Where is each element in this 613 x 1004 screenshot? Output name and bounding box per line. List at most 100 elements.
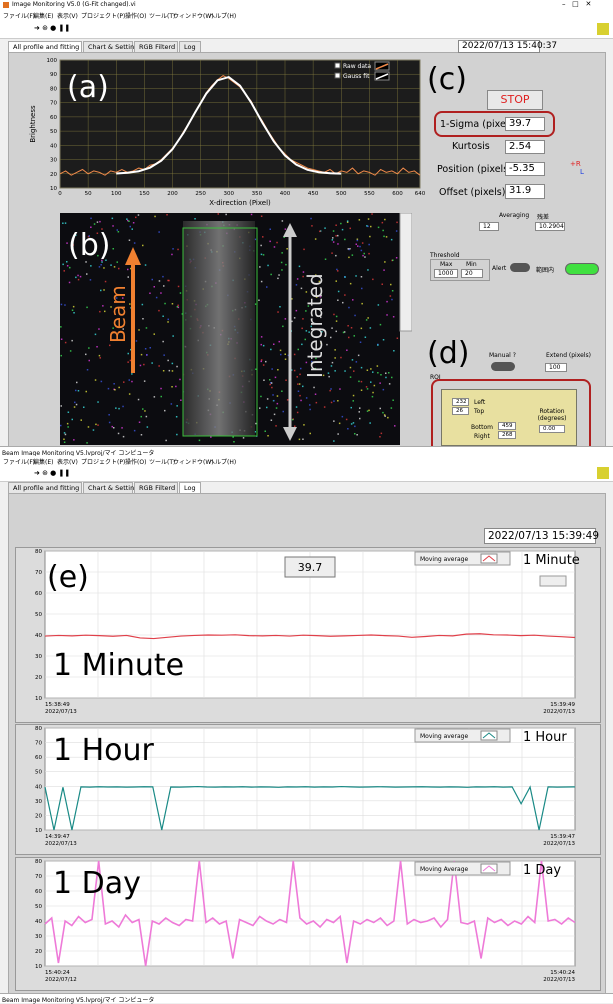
- toolbar-icons[interactable]: ➜ ⊛ ● ❚❚: [34, 469, 70, 477]
- noise-pixel: [383, 389, 385, 391]
- noise-pixel: [154, 216, 156, 218]
- right-value[interactable]: 268: [498, 431, 516, 439]
- menu-item[interactable]: ヘルプ(H): [209, 457, 236, 466]
- noise-pixel: [350, 367, 352, 369]
- menu-item[interactable]: 操作(O): [125, 11, 146, 20]
- tab[interactable]: All profile and fitting: [8, 41, 82, 52]
- noise-pixel: [336, 331, 338, 333]
- averaging-value[interactable]: 12: [479, 222, 499, 231]
- menu-item[interactable]: 表示(V): [57, 457, 78, 466]
- noise-pixel: [176, 434, 178, 436]
- noise-pixel: [263, 380, 265, 382]
- left-label: Left: [474, 399, 485, 406]
- menu-item[interactable]: 表示(V): [57, 11, 78, 20]
- menu-item[interactable]: プロジェクト(P): [81, 457, 125, 466]
- noise-pixel: [97, 424, 99, 426]
- graph-tools[interactable]: [540, 576, 566, 586]
- vi-icon: [597, 23, 609, 35]
- rotation-value[interactable]: 0.00: [539, 425, 565, 433]
- noise-pixel: [390, 284, 392, 286]
- menu-item[interactable]: ウィンドウ(W): [173, 11, 214, 20]
- menu-item[interactable]: 編集(E): [33, 11, 53, 20]
- top-value[interactable]: 26: [452, 407, 469, 415]
- menu-item[interactable]: 操作(O): [125, 457, 146, 466]
- taskbar-label[interactable]: Beam Image Monitoring V5.lvproj/マイ コンピュー…: [2, 995, 154, 1004]
- noise-pixel: [336, 269, 338, 271]
- menu-item[interactable]: プロジェクト(P): [81, 11, 125, 20]
- noise-pixel: [296, 310, 298, 312]
- min-value[interactable]: 20: [461, 269, 483, 278]
- noise-pixel: [90, 218, 92, 220]
- tab[interactable]: RGB Filterd: [134, 41, 178, 52]
- noise-pixel: [346, 419, 348, 421]
- noise-pixel: [168, 319, 170, 321]
- noise-pixel: [370, 381, 372, 383]
- noise-pixel: [385, 373, 387, 375]
- legend-checkbox[interactable]: [335, 73, 340, 78]
- noise-pixel: [396, 222, 398, 224]
- noise-pixel: [391, 239, 393, 241]
- noise-pixel: [358, 381, 360, 383]
- menu-item[interactable]: ファイル(F): [3, 457, 35, 466]
- noise-pixel: [368, 253, 370, 255]
- noise-pixel: [272, 394, 274, 396]
- menu-item[interactable]: ヘルプ(H): [209, 11, 236, 20]
- noise-pixel: [63, 439, 64, 441]
- noise-pixel: [70, 350, 72, 352]
- manual-toggle[interactable]: [491, 362, 515, 371]
- left-value[interactable]: 232: [452, 398, 469, 406]
- stop-button[interactable]: STOP: [487, 90, 543, 110]
- noise-pixel: [171, 386, 173, 388]
- bottom-value[interactable]: 459: [498, 422, 516, 430]
- noise-pixel: [159, 280, 161, 282]
- noise-pixel: [161, 396, 163, 398]
- menu-item[interactable]: ツール(T): [149, 457, 175, 466]
- noise-pixel: [297, 376, 299, 378]
- menu-item[interactable]: ウィンドウ(W): [173, 457, 214, 466]
- y-tick-label: 30: [50, 158, 57, 164]
- noise-pixel: [356, 244, 358, 246]
- noise-pixel: [362, 255, 364, 257]
- noise-pixel: [377, 365, 379, 367]
- image-tools[interactable]: [400, 213, 412, 331]
- y-tick-label: 30: [35, 654, 42, 660]
- window-controls[interactable]: – □ ✕: [562, 0, 591, 8]
- noise-pixel: [367, 410, 369, 412]
- noise-pixel: [64, 442, 66, 444]
- legend-checkbox[interactable]: [335, 63, 340, 68]
- noise-pixel: [64, 270, 66, 272]
- noise-pixel: [277, 311, 279, 313]
- legend-period: 1 Minute: [523, 553, 580, 568]
- noise-pixel: [171, 254, 173, 256]
- noise-pixel: [361, 381, 363, 383]
- noise-pixel: [337, 433, 339, 435]
- noise-pixel: [330, 337, 332, 339]
- alert-toggle[interactable]: [510, 263, 530, 272]
- extend-value[interactable]: 100: [545, 363, 567, 372]
- chart-title: 1 Day: [53, 866, 141, 901]
- noise-pixel: [158, 310, 160, 312]
- noise-pixel: [352, 359, 354, 361]
- tab[interactable]: Log: [179, 41, 201, 52]
- noise-pixel: [95, 334, 97, 336]
- noise-pixel: [335, 235, 337, 237]
- noise-pixel: [130, 226, 132, 228]
- tab[interactable]: RGB Filterd: [134, 482, 178, 493]
- max-value[interactable]: 1000: [434, 269, 458, 278]
- menu-bar: ファイル(F)編集(E) 表示(V)プロジェクト(P)操作(O)ツール(T)ウィン…: [0, 456, 613, 466]
- noise-pixel: [251, 214, 253, 216]
- menu-item[interactable]: ツール(T): [149, 11, 175, 20]
- noise-pixel: [370, 226, 372, 228]
- tab[interactable]: Chart & Setting: [83, 41, 133, 52]
- tab[interactable]: All profile and fitting: [8, 482, 82, 493]
- noise-pixel: [122, 406, 124, 408]
- extend-label: Extend (pixels): [546, 352, 591, 359]
- noise-pixel: [358, 355, 360, 357]
- menu-item[interactable]: ファイル(F): [3, 11, 35, 20]
- noise-pixel: [328, 372, 330, 374]
- tab[interactable]: Chart & Setting: [83, 482, 133, 493]
- x-tick-label: 500: [336, 191, 347, 197]
- tab[interactable]: Log: [179, 482, 201, 493]
- menu-item[interactable]: 編集(E): [33, 457, 53, 466]
- toolbar-icons[interactable]: ➜ ⊛ ● ❚❚: [34, 24, 70, 32]
